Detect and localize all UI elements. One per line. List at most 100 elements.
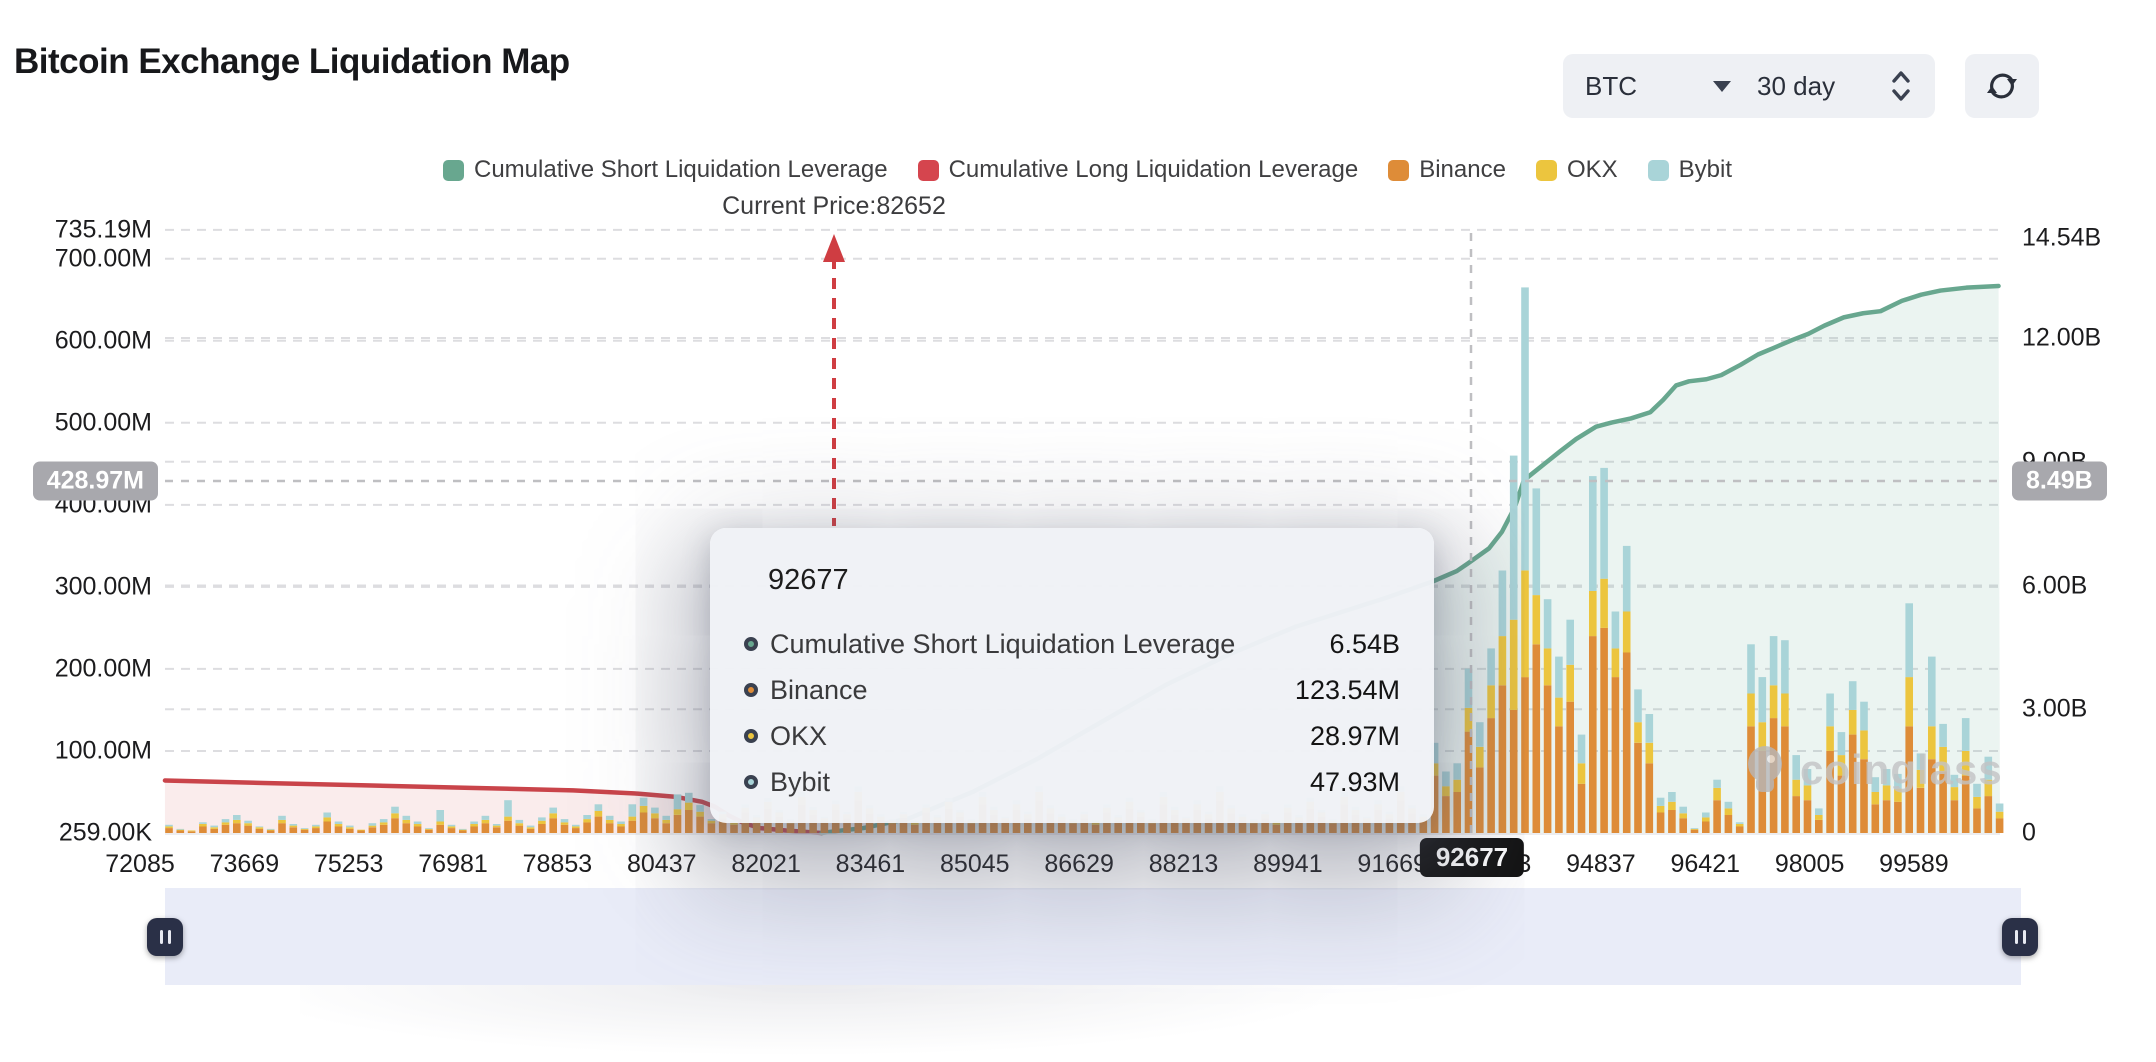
bar-okx bbox=[1690, 828, 1699, 830]
bar-bybit bbox=[165, 824, 173, 827]
tooltip-price: 92677 bbox=[768, 564, 849, 596]
bar-okx bbox=[515, 823, 524, 826]
bar-okx bbox=[1882, 785, 1891, 801]
x-axis-label: 96421 bbox=[1670, 850, 1741, 878]
x-axis-label: 89941 bbox=[1253, 850, 1323, 878]
bar-binance bbox=[413, 826, 422, 833]
bar-bybit bbox=[1984, 756, 1993, 780]
bar-bybit bbox=[1758, 677, 1767, 723]
bar-binance bbox=[1148, 823, 1156, 833]
navigator-right-handle[interactable] bbox=[2002, 918, 2038, 956]
bar-bybit bbox=[221, 819, 230, 823]
bar-okx bbox=[1600, 578, 1608, 628]
bar-binance bbox=[730, 824, 738, 833]
bar-okx bbox=[165, 826, 173, 828]
bar-bybit bbox=[651, 807, 659, 814]
bar-binance bbox=[662, 823, 670, 833]
pause-icon bbox=[159, 930, 163, 944]
navigator-left-handle[interactable] bbox=[147, 918, 183, 956]
bar-binance bbox=[820, 821, 829, 833]
x-axis-label: 72085 bbox=[105, 850, 175, 878]
bar-binance bbox=[436, 824, 444, 833]
range-navigator[interactable] bbox=[147, 888, 2038, 985]
bar-okx bbox=[1871, 792, 1880, 805]
bar-binance bbox=[1656, 812, 1665, 833]
bar-binance bbox=[1170, 815, 1179, 833]
bar-okx bbox=[696, 811, 704, 817]
coin-select[interactable]: BTC bbox=[1563, 54, 1753, 118]
bar-bybit bbox=[583, 815, 591, 820]
bar-bybit bbox=[368, 823, 377, 826]
bar-binance bbox=[1509, 709, 1518, 833]
bar-binance bbox=[278, 823, 286, 833]
bar-bybit bbox=[1815, 808, 1823, 815]
bar-binance bbox=[1476, 767, 1484, 833]
bar-okx bbox=[526, 827, 535, 829]
bar-okx bbox=[1894, 788, 1902, 802]
bar-binance bbox=[210, 828, 218, 833]
x-axis-label: 94837 bbox=[1566, 850, 1636, 878]
bar-binance bbox=[1329, 823, 1337, 833]
bar-bybit bbox=[481, 815, 490, 820]
bar-okx bbox=[685, 802, 693, 810]
bar-binance bbox=[459, 830, 467, 833]
legend-item-2[interactable]: Binance bbox=[1388, 156, 1506, 184]
bar-bybit bbox=[605, 815, 614, 820]
bar-binance bbox=[1600, 627, 1608, 833]
bar-okx bbox=[470, 824, 478, 827]
bar-bybit bbox=[1995, 803, 2004, 812]
bar-binance bbox=[312, 828, 320, 833]
bar-okx bbox=[346, 827, 354, 829]
bar-okx bbox=[1815, 815, 1823, 820]
bar-bybit bbox=[515, 819, 524, 824]
bar-okx bbox=[233, 819, 241, 824]
bar-bybit bbox=[1622, 545, 1631, 612]
bar-binance bbox=[1781, 726, 1789, 833]
bar-okx bbox=[1555, 697, 1563, 727]
bar-binance bbox=[1498, 685, 1507, 833]
bar-binance bbox=[1690, 829, 1699, 833]
bar-bybit bbox=[436, 810, 444, 822]
tooltip-row: Bybit 47.93M bbox=[744, 759, 1400, 805]
bar-okx bbox=[1543, 648, 1552, 686]
bar-bybit bbox=[572, 824, 580, 827]
bar-bybit bbox=[1803, 769, 1812, 786]
bar-binance bbox=[1961, 775, 1970, 833]
bar-binance bbox=[1984, 796, 1993, 833]
bar-binance bbox=[933, 820, 942, 833]
bar-bybit bbox=[1453, 763, 1461, 780]
bar-binance bbox=[605, 823, 614, 833]
legend-item-0[interactable]: Cumulative Short Liquidation Leverage bbox=[443, 156, 888, 184]
refresh-button[interactable] bbox=[1965, 54, 2039, 118]
bar-binance bbox=[289, 827, 298, 833]
bar-bybit bbox=[278, 815, 286, 820]
y-axis-left-label: 600.00M bbox=[54, 326, 152, 355]
bar-bybit bbox=[210, 825, 218, 828]
bar-okx bbox=[187, 830, 196, 832]
bar-binance bbox=[673, 815, 682, 833]
bar-bybit bbox=[1464, 668, 1473, 708]
period-select[interactable]: 30 day bbox=[1735, 54, 1935, 118]
bar-bybit bbox=[266, 828, 275, 830]
bar-binance bbox=[1939, 771, 1947, 833]
bar-okx bbox=[1781, 693, 1789, 727]
legend-label: Cumulative Long Liquidation Leverage bbox=[948, 156, 1359, 183]
x-axis-label: 73669 bbox=[209, 850, 280, 878]
bar-bybit bbox=[1747, 644, 1755, 694]
bar-okx bbox=[1668, 801, 1676, 810]
bar-binance bbox=[1905, 726, 1913, 833]
legend-item-4[interactable]: Bybit bbox=[1647, 156, 1732, 184]
y-axis-right-label: 6.00B bbox=[2022, 571, 2088, 599]
bar-okx bbox=[1735, 824, 1744, 827]
legend-item-1[interactable]: Cumulative Long Liquidation Leverage bbox=[917, 156, 1359, 184]
bar-bybit bbox=[1894, 773, 1902, 789]
bar-bybit bbox=[492, 824, 501, 826]
bar-okx bbox=[538, 820, 546, 824]
bar-binance bbox=[233, 823, 241, 833]
bar-binance bbox=[1735, 826, 1744, 833]
bar-okx bbox=[617, 824, 625, 827]
bar-binance bbox=[526, 828, 535, 833]
tooltip-series-label: Cumulative Short Liquidation Leverage bbox=[770, 628, 1236, 659]
bar-binance bbox=[1724, 815, 1733, 833]
legend-item-3[interactable]: OKX bbox=[1535, 156, 1618, 184]
